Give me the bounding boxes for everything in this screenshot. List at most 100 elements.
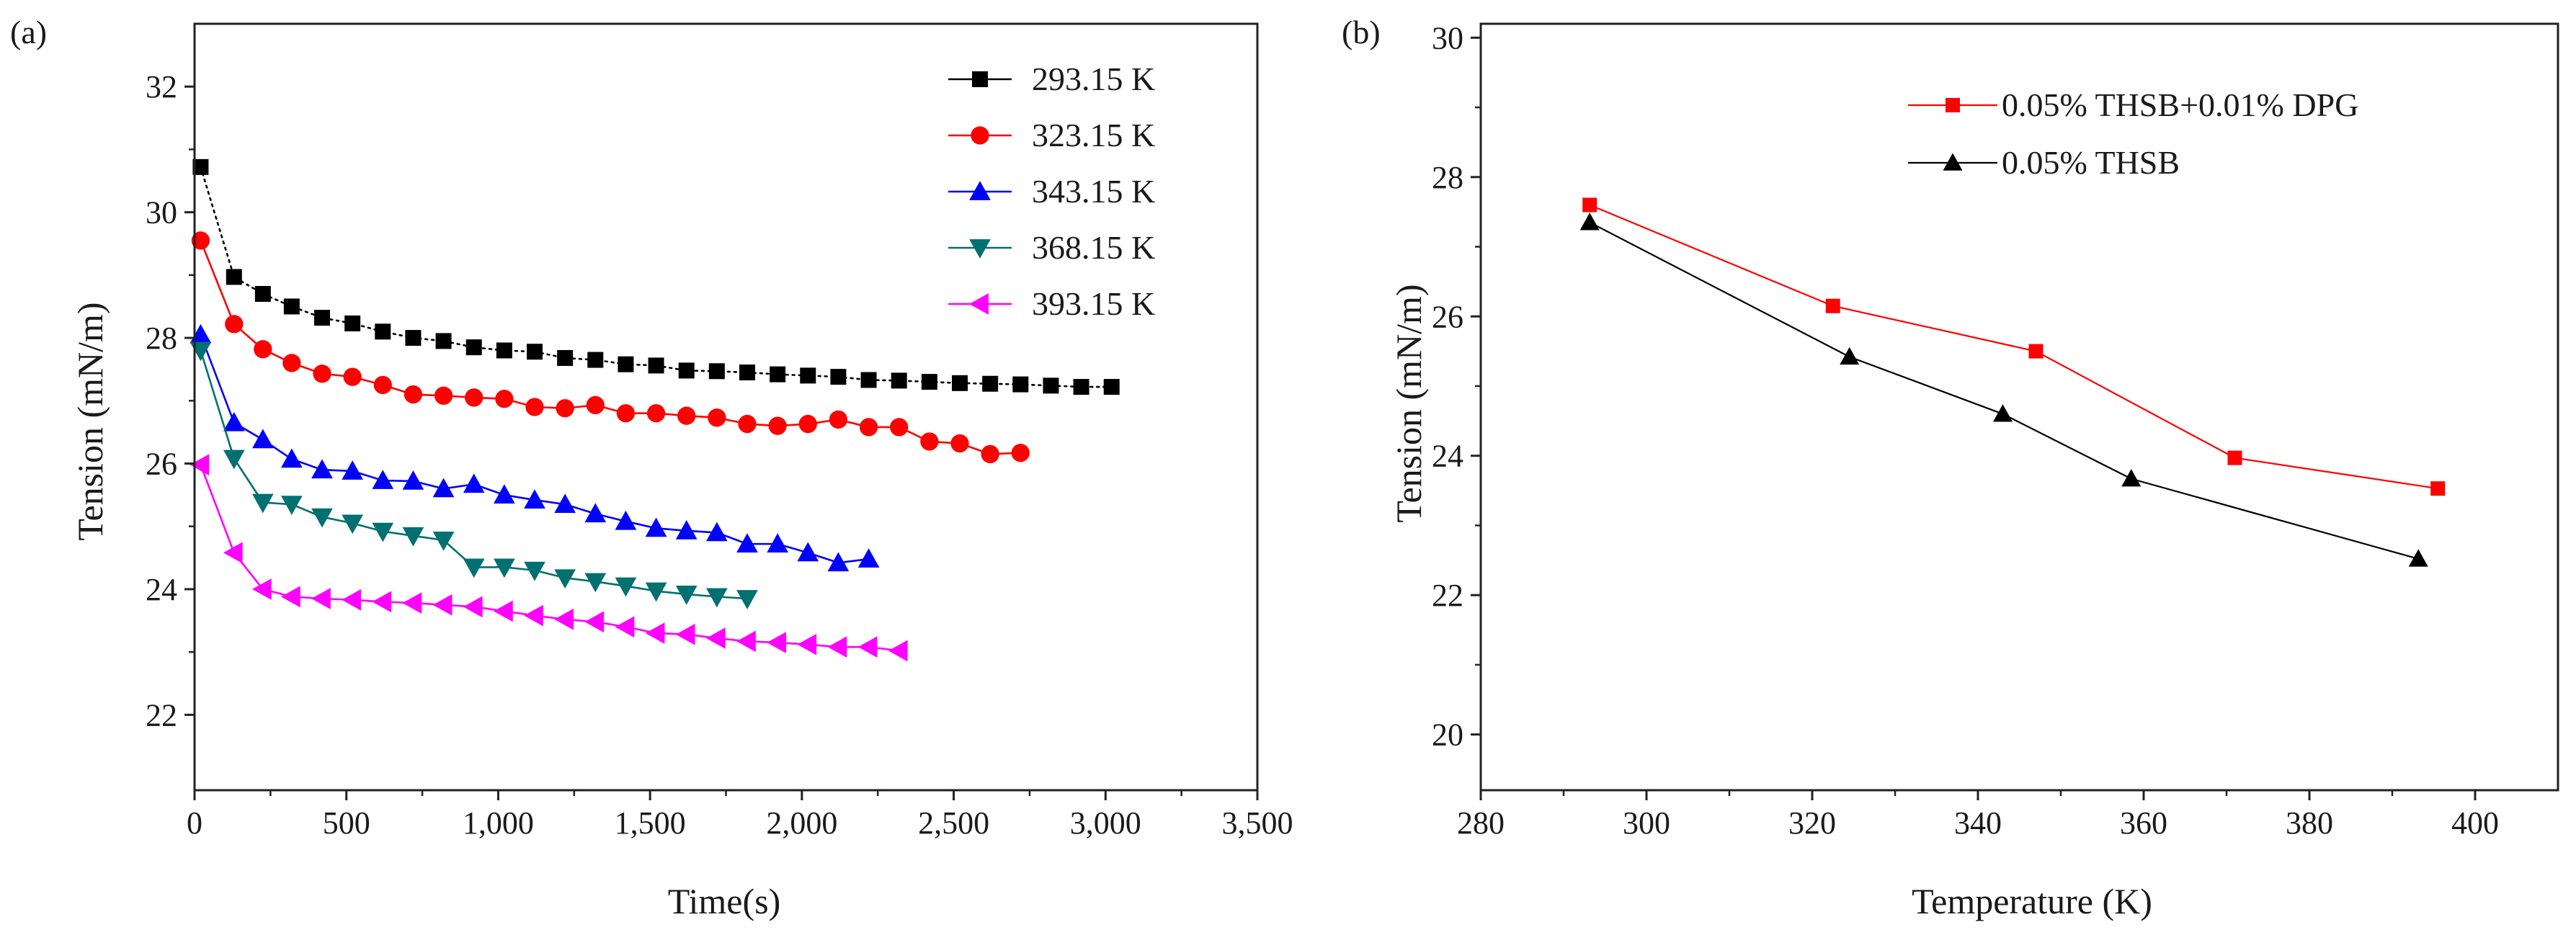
panel-a-data-point	[311, 508, 333, 528]
panel-a-data-point	[465, 388, 483, 407]
panel-a-data-point	[226, 269, 242, 285]
panel-a-legend-item: 293.15 K	[948, 61, 1155, 97]
panel-a-data-point	[675, 586, 698, 605]
panel-a-data-point	[739, 364, 755, 381]
panel-a-legend-label: 368.15 K	[1032, 229, 1155, 266]
panel-a-ytick-label: 28	[146, 321, 177, 356]
panel-a-legend-label: 393.15 K	[1032, 285, 1155, 322]
panel-a-data-point	[494, 558, 515, 578]
panel-a-data-point	[463, 558, 485, 578]
panel-a-data-point	[314, 310, 330, 326]
panel-a-data-point	[190, 323, 212, 344]
panel-a-xtick-label: 1,000	[463, 805, 534, 841]
panel-a-data-point	[675, 519, 698, 540]
panel-a-series-line	[200, 463, 901, 652]
panel-a-data-point	[402, 592, 422, 614]
panel-a-data-point	[465, 339, 482, 356]
panel-a-legend-marker	[969, 181, 991, 200]
panel-a-data-point	[616, 404, 636, 423]
panel-b: (b) 280 300 320 340 360 380 400 20 22 24 26 28 30 Te…	[1342, 14, 2559, 921]
panel-b-ytick-label: 30	[1432, 20, 1463, 55]
panel-b-data-point	[2430, 481, 2446, 496]
panel-a-data-point	[767, 533, 788, 553]
panel-a-data-point	[615, 510, 637, 530]
panel-a-data-point	[618, 356, 634, 372]
panel-a-data-point	[678, 362, 695, 379]
panel-a-data-point	[891, 372, 907, 389]
panel-b-series-0	[1582, 197, 2446, 496]
panel-a-data-point	[225, 315, 244, 334]
panel-a-xtick-label: 2,500	[918, 805, 989, 841]
panel-a-data-point	[251, 429, 274, 449]
panel-a-data-point	[494, 484, 515, 504]
panel-b-axes: 280 300 320 340 360 380 400 20 22 24 26 28 30	[1432, 20, 2559, 841]
panel-a-series-3	[190, 341, 758, 609]
panel-a-data-point	[281, 496, 303, 516]
panel-a-data-point	[527, 344, 543, 360]
panel-a-data-point	[372, 522, 394, 542]
panel-a-data-point	[770, 366, 786, 382]
panel-a-data-point	[675, 623, 695, 645]
panel-a-data-point	[830, 369, 847, 385]
panel-a-data-point	[190, 341, 212, 362]
panel-a-data-point	[311, 459, 333, 479]
panel-a-data-point	[496, 342, 512, 359]
panel-b-ytick-label: 20	[1432, 717, 1463, 753]
panel-b-xtick-label: 380	[2286, 805, 2333, 841]
panel-a-data-point	[254, 340, 272, 359]
panel-a-data-point	[798, 414, 817, 434]
panel-a-data-point	[648, 357, 664, 374]
panel-b-data-point	[2227, 450, 2242, 465]
panel-a-legend-item: 368.15 K	[948, 229, 1155, 266]
panel-a-legend-label: 323.15 K	[1032, 117, 1155, 153]
panel-b-ytick-label: 22	[1432, 578, 1463, 613]
panel-a-data-point	[921, 374, 937, 390]
panel-a-data-point	[282, 354, 301, 372]
panel-a-series-4	[190, 454, 908, 662]
panel-a-data-point	[494, 600, 513, 622]
panel-a-data-point	[372, 591, 392, 613]
panel-a-data-point	[859, 418, 878, 437]
panel-a-xtick-label: 3,500	[1222, 805, 1293, 841]
panel-b-data-point	[1825, 298, 1840, 313]
panel-a-data-point	[797, 633, 817, 656]
panel-a-plot	[190, 158, 1120, 662]
panel-a-legend-item: 393.15 K	[948, 285, 1155, 322]
panel-a-data-point	[827, 636, 847, 658]
panel-a-data-point	[586, 395, 605, 415]
panel-a-data-point	[191, 231, 210, 250]
panel-a-xtick-label: 0	[187, 805, 202, 841]
panel-a-data-point	[557, 349, 574, 366]
panel-a-data-point	[524, 604, 543, 627]
panel-a-axes: 0 500 1,000 1,500 2,000 2,500 3,000 3,500 22 24 26…	[146, 22, 1293, 841]
panel-a-data-point	[281, 586, 300, 608]
panel-a-data-point	[1103, 379, 1120, 395]
panel-a-data-point	[311, 588, 331, 609]
panel-b-data-point	[1840, 346, 1860, 365]
panel-a-data-point	[342, 460, 363, 480]
panel-a-data-point	[767, 632, 787, 653]
panel-b-data-point	[1579, 212, 1600, 231]
panel-b-xtick-label: 280	[1457, 805, 1505, 841]
panel-a-data-point	[645, 622, 665, 644]
panel-a-ytick-label: 32	[146, 69, 177, 104]
panel-a-data-point	[435, 333, 452, 349]
panel-b-series-line	[1589, 204, 2439, 490]
panel-a-legend-marker	[969, 239, 991, 259]
panel-a-data-point	[584, 573, 607, 593]
panel-a-data-point	[434, 386, 453, 405]
panel-a-data-point	[857, 548, 880, 568]
panel-a-data-point	[554, 569, 576, 589]
panel-a-data-point	[646, 404, 666, 423]
panel-a-data-point	[223, 411, 245, 431]
panel-a-xtick-label: 3,000	[1070, 805, 1141, 841]
panel-a-ytick-label: 24	[146, 572, 177, 607]
panel-a-data-point	[342, 589, 362, 611]
panel-a-data-point	[584, 611, 605, 633]
panel-a-data-point	[920, 432, 939, 451]
panel-b-data-point	[1582, 197, 1597, 212]
panel-a-data-point	[1011, 444, 1030, 462]
panel-a-data-point	[587, 352, 604, 368]
panel-b-legend-item: 0.05% THSB	[1908, 144, 2180, 181]
panel-a-data-point	[495, 390, 514, 408]
